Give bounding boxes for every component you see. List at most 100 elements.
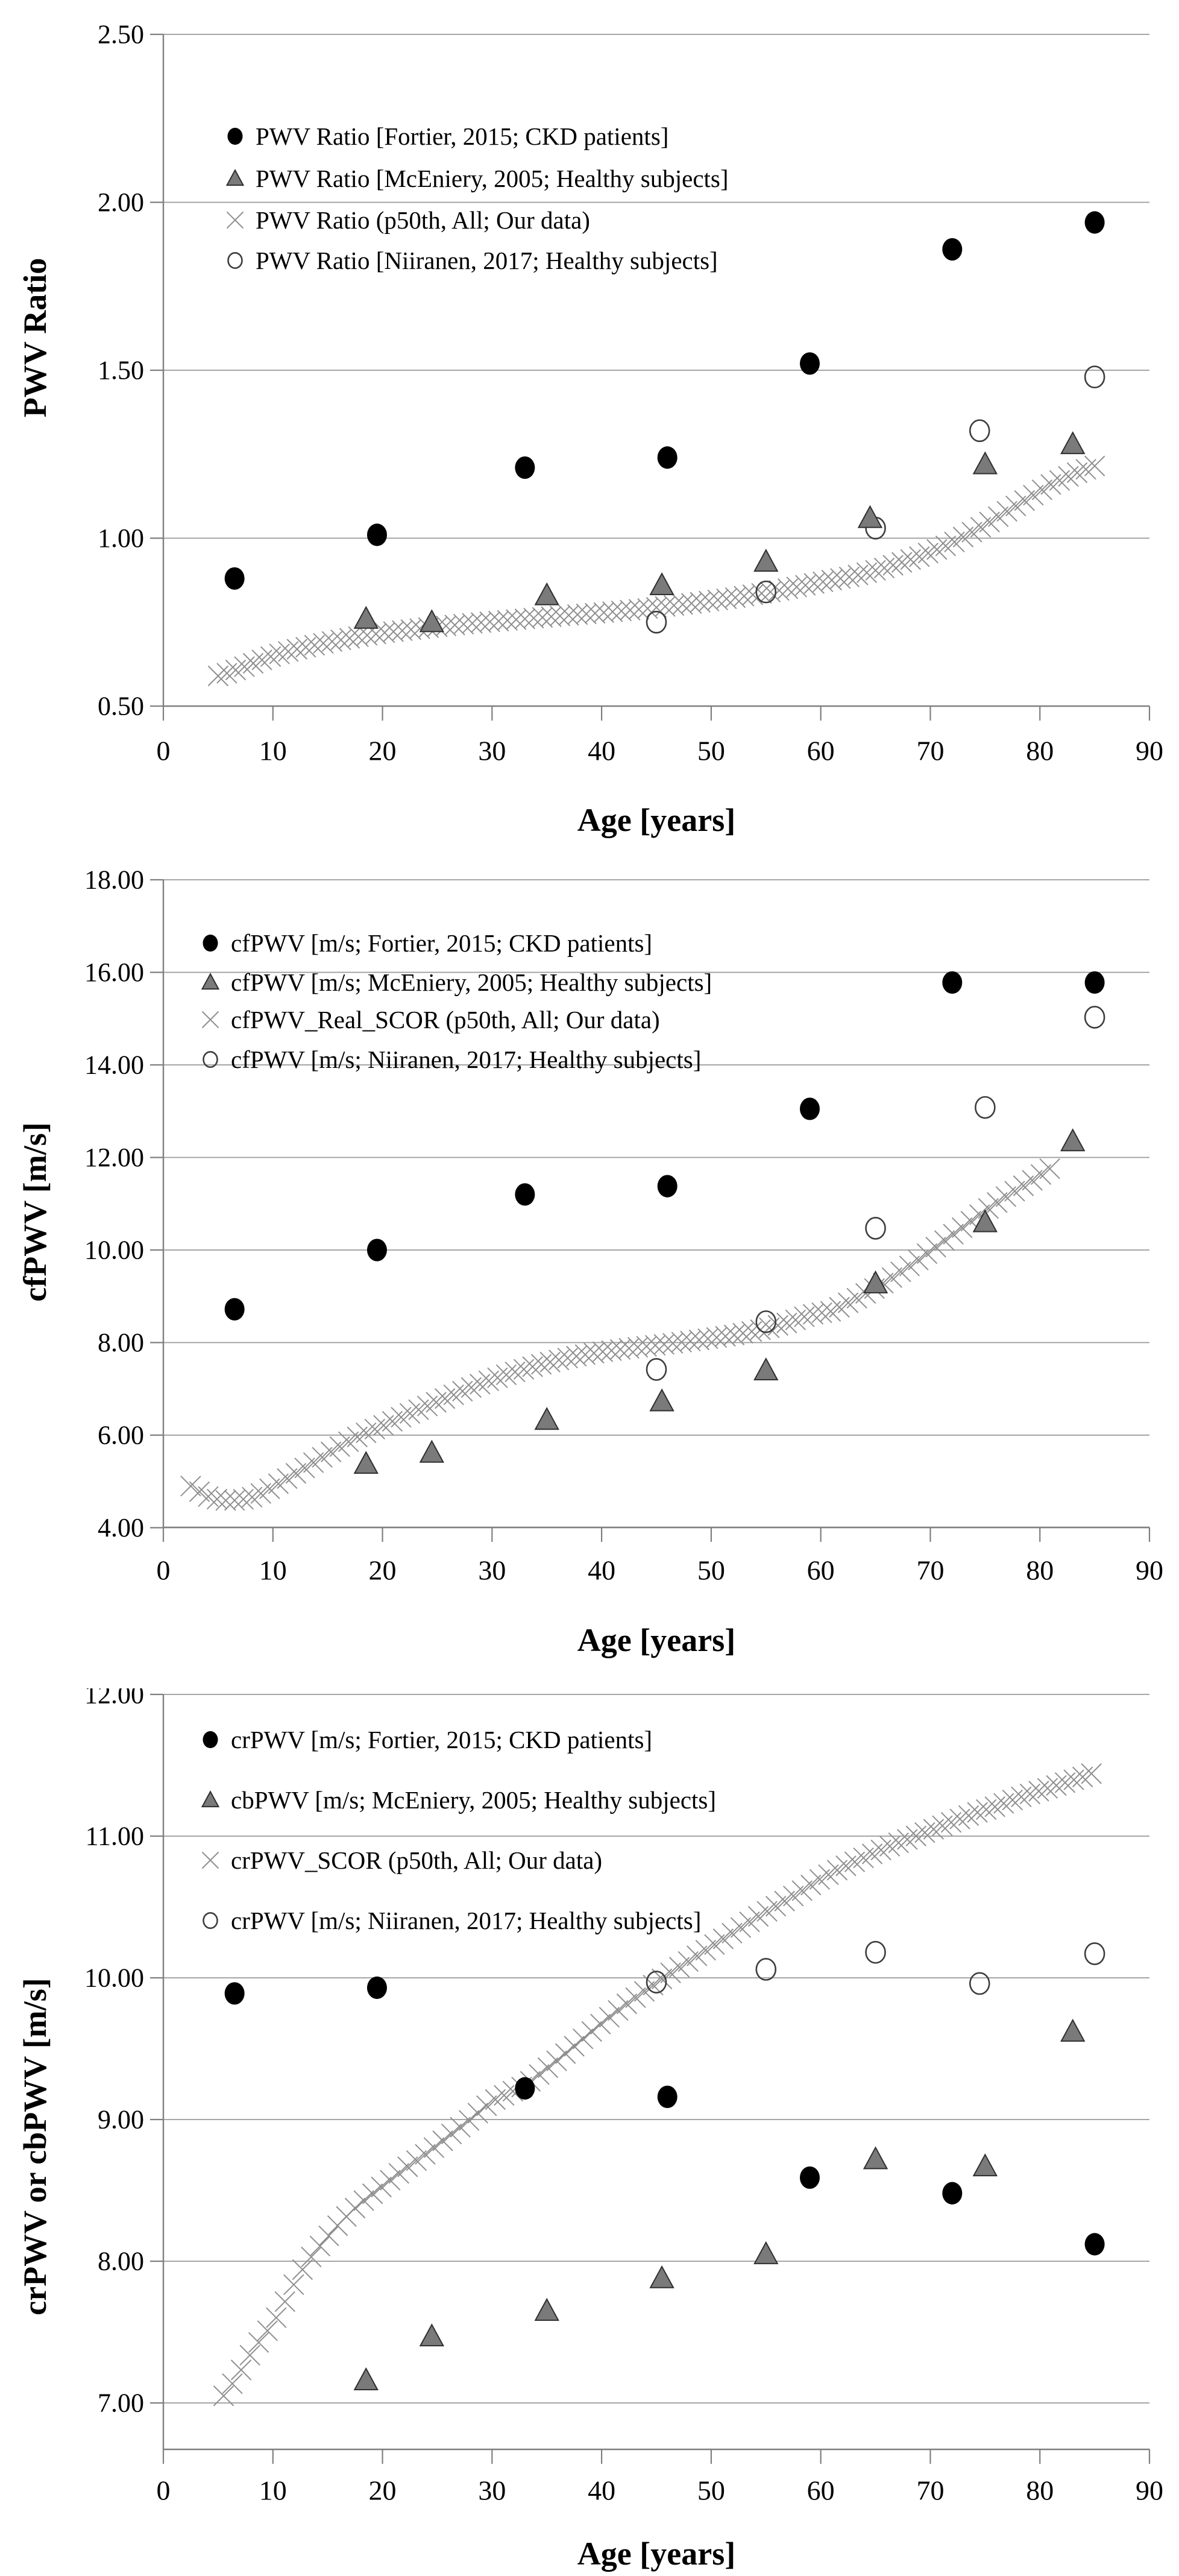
open-circle-marker bbox=[203, 1912, 218, 1929]
x-cross-marker bbox=[313, 633, 334, 654]
triangle-marker bbox=[419, 609, 445, 633]
triangle-marker bbox=[649, 1388, 674, 1412]
legend: cfPWV [m/s; Fortier, 2015; CKD patients]… bbox=[201, 929, 712, 1073]
x-cross-marker bbox=[835, 1855, 857, 1877]
x-cross-marker bbox=[230, 2360, 252, 2381]
x-cross-marker bbox=[751, 582, 772, 604]
x-cross-marker bbox=[285, 1463, 307, 1484]
x-cross-marker bbox=[1031, 479, 1053, 500]
filled-circle-marker bbox=[366, 1976, 387, 2000]
x-cross-marker bbox=[584, 602, 606, 624]
x-cross-marker bbox=[251, 649, 272, 671]
x-cross-marker bbox=[680, 1330, 701, 1352]
x-cross-marker bbox=[802, 1304, 824, 1325]
x-cross-marker bbox=[450, 2117, 471, 2138]
y-axis-title-crpwv: crPWV or cbPWV [m/s] bbox=[17, 1978, 53, 2316]
filled-circle-marker bbox=[942, 971, 963, 994]
triangle-marker bbox=[863, 2146, 888, 2170]
legend-item-mceniery: cbPWV [m/s; McEniery, 2005; Healthy subj… bbox=[201, 1786, 716, 1814]
x-cross-marker bbox=[847, 564, 869, 586]
x-cross-marker bbox=[248, 2332, 269, 2353]
x-tick-label: 30 bbox=[478, 1555, 506, 1586]
x-cross-marker bbox=[706, 1327, 728, 1348]
x-cross-marker bbox=[900, 549, 921, 570]
series-niiranen bbox=[646, 365, 1105, 634]
x-cross-marker bbox=[704, 1934, 725, 1955]
x-cross-marker bbox=[581, 2021, 602, 2042]
x-cross-marker bbox=[513, 1359, 535, 1380]
x-cross-marker bbox=[672, 594, 693, 615]
legend-label: cbPWV [m/s; McEniery, 2005; Healthy subj… bbox=[231, 1786, 716, 1814]
filled-circle-marker bbox=[227, 127, 243, 145]
legend-item-niiranen: cfPWV [m/s; Niiranen, 2017; Healthy subj… bbox=[203, 1046, 701, 1073]
open-circle-marker bbox=[969, 1972, 990, 1995]
series-mceniery bbox=[353, 1128, 1086, 1474]
x-tick-label: 90 bbox=[1136, 736, 1163, 766]
filled-circle-marker bbox=[657, 1175, 678, 1198]
x-cross-marker bbox=[1066, 462, 1088, 484]
x-cross-marker bbox=[283, 2274, 304, 2295]
x-cross-marker bbox=[514, 608, 536, 630]
x-cross-marker bbox=[984, 1796, 1005, 1817]
x-cross-marker bbox=[637, 598, 658, 619]
x-cross-marker bbox=[821, 569, 843, 591]
x-cross-marker bbox=[470, 612, 492, 633]
series-fortier bbox=[224, 1976, 1105, 2256]
x-cross-marker bbox=[294, 1457, 315, 1479]
panel-pwv-ratio: 2.50 2.00 1.50 1.00 0.50 0 10 20 30 40 50 60 70 80 90 P… bbox=[0, 0, 1179, 859]
x-cross-marker bbox=[576, 603, 597, 625]
x-cross-marker bbox=[909, 546, 930, 567]
x-cross-marker bbox=[391, 1407, 412, 1428]
x-cross-marker bbox=[226, 211, 244, 229]
triangle-marker bbox=[972, 1209, 998, 1233]
x-cross-marker bbox=[660, 1962, 681, 1983]
x-cross-marker bbox=[344, 2197, 366, 2219]
x-cross-marker bbox=[759, 581, 781, 602]
x-cross-marker bbox=[415, 2144, 436, 2165]
x-cross-marker bbox=[935, 535, 957, 557]
x-tick-label: 0 bbox=[157, 1555, 171, 1586]
open-circle-marker bbox=[203, 1051, 218, 1068]
y-tick-label: 1.50 bbox=[98, 356, 144, 385]
x-cross-marker bbox=[400, 619, 422, 640]
x-cross-marker bbox=[1011, 1786, 1032, 1807]
y-tick-label: 0.50 bbox=[98, 692, 144, 721]
x-cross-marker bbox=[461, 1377, 482, 1398]
x-cross-marker bbox=[452, 1380, 473, 1402]
legend-label: PWV Ratio [McEniery, 2005; Healthy subje… bbox=[256, 165, 729, 192]
x-cross-marker bbox=[699, 590, 720, 612]
x-cross-marker bbox=[216, 663, 237, 684]
x-cross-marker bbox=[318, 2225, 339, 2247]
x-cross-marker bbox=[257, 2320, 278, 2341]
y-tick-label: 7.00 bbox=[98, 2388, 144, 2418]
legend-item-mceniery: PWV Ratio [McEniery, 2005; Healthy subje… bbox=[225, 165, 729, 192]
x-cross-marker bbox=[1004, 1181, 1025, 1202]
series-our-data bbox=[180, 1158, 1060, 1511]
x-cross-marker bbox=[406, 2150, 427, 2171]
x-cross-marker bbox=[611, 600, 632, 622]
x-cross-marker bbox=[1084, 455, 1105, 476]
legend-item-fortier: cfPWV [m/s; Fortier, 2015; CKD patients] bbox=[203, 929, 652, 957]
x-tick-label: 60 bbox=[807, 2475, 835, 2506]
x-cross-marker bbox=[803, 573, 825, 594]
cfpwv-chart: 18.00 16.00 14.00 12.00 10.00 8.00 6.00 4.00 0 10… bbox=[84, 865, 1163, 1586]
x-cross-marker bbox=[620, 599, 641, 621]
x-cross-marker bbox=[583, 1342, 605, 1364]
x-cross-marker bbox=[213, 2385, 234, 2407]
x-tick-label: 90 bbox=[1136, 2475, 1163, 2506]
triangle-marker bbox=[353, 1451, 379, 1474]
y-tick-label: 8.00 bbox=[98, 2247, 144, 2276]
open-circle-marker bbox=[1084, 1006, 1105, 1029]
x-cross-marker bbox=[777, 578, 799, 599]
x-cross-marker bbox=[239, 2344, 260, 2366]
x-cross-marker bbox=[593, 602, 614, 623]
x-cross-marker bbox=[975, 1799, 997, 1820]
x-cross-marker bbox=[739, 1911, 760, 1933]
x-cross-marker bbox=[453, 613, 474, 635]
x-cross-marker bbox=[274, 2291, 295, 2312]
x-cross-marker bbox=[353, 2190, 374, 2211]
x-cross-marker bbox=[426, 1392, 447, 1413]
x-cross-marker bbox=[653, 1334, 674, 1355]
x-cross-marker bbox=[330, 629, 351, 651]
x-cross-marker bbox=[1022, 1170, 1043, 1191]
